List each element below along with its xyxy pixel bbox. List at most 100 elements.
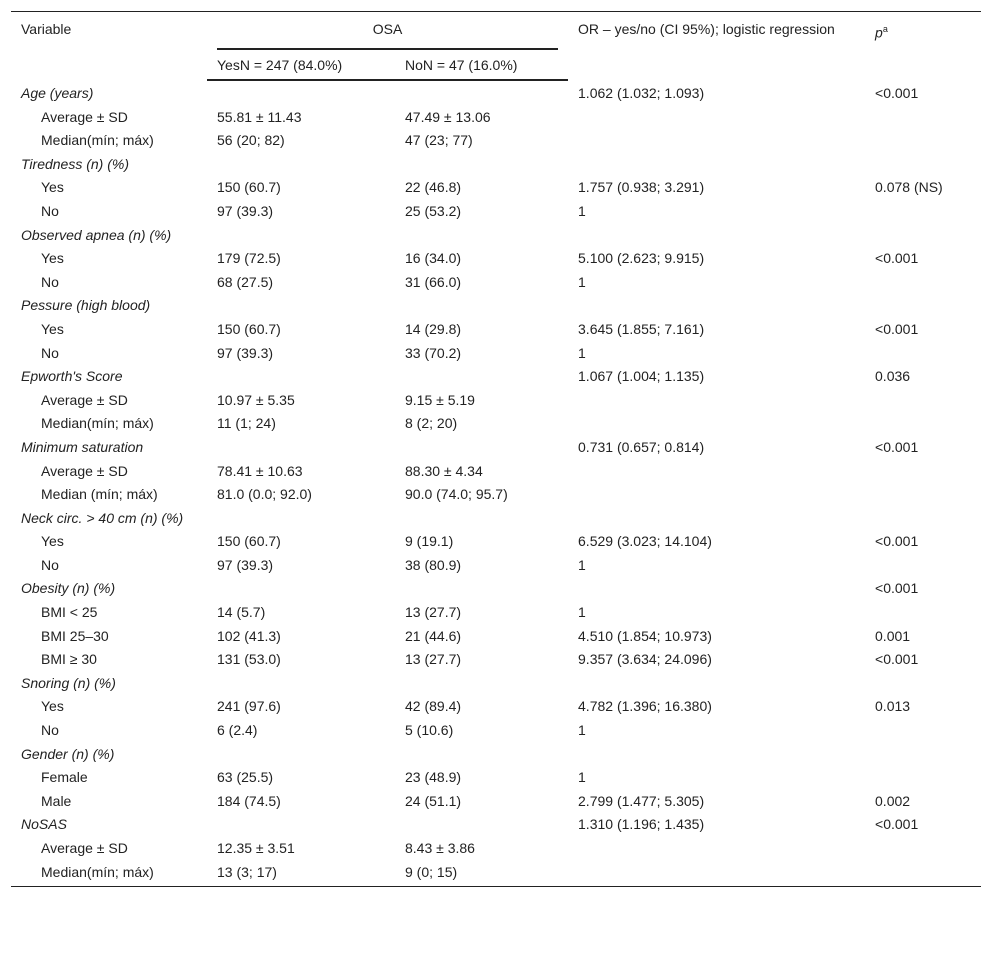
table-group-row: Snoring (n) (%) [11, 672, 981, 696]
osa-no-cell: 47.49 ± 13.06 [405, 108, 491, 125]
p-cell [865, 129, 981, 153]
or-cell [568, 672, 865, 696]
header-or: OR – yes/no (CI 95%); logistic regressio… [568, 11, 866, 80]
or-cell [568, 743, 865, 767]
osa-no-cell: 13 (27.7) [405, 651, 462, 668]
variable-cell: Snoring (n) (%) [21, 674, 116, 691]
osa-yes-cell: 56 (20; 82) [217, 132, 285, 149]
p-cell: 0.078 (NS) [875, 179, 943, 196]
or-cell [568, 577, 865, 601]
table-row: Median(mín; máx) 11 (1; 24) 8 (2; 20) [11, 412, 981, 436]
table-row: Median (mín; máx) 81.0 (0.0; 92.0) 90.0 (7… [11, 483, 981, 507]
variable-cell: No [41, 722, 59, 739]
variable-cell: Tiredness (n) (%) [21, 155, 130, 172]
variable-cell: Average ± SD [41, 108, 128, 125]
p-cell [865, 507, 981, 531]
p-cell: <0.001 [875, 250, 919, 267]
osa-no-cell [395, 153, 568, 177]
p-cell [865, 719, 981, 743]
or-cell [568, 294, 865, 318]
osa-yes-cell: 55.81 ± 11.43 [217, 108, 302, 125]
variable-cell: Age (years) [21, 85, 94, 101]
variable-cell: BMI < 25 [41, 604, 98, 621]
or-cell [568, 837, 865, 861]
p-cell: <0.001 [875, 438, 919, 455]
p-cell: <0.001 [875, 651, 919, 668]
or-cell: 9.357 (3.634; 24.096) [578, 651, 712, 668]
or-cell: 1 [578, 556, 586, 573]
table-row: BMI < 25 14 (5.7) 13 (27.7) 1 [11, 601, 981, 625]
table-row: No 97 (39.3) 38 (80.9) 1 [11, 554, 981, 578]
variable-cell: Median (mín; máx) [41, 486, 158, 503]
table-row: Yes 150 (60.7) 9 (19.1) 6.529 (3.023; 14.10… [11, 530, 981, 554]
osa-no-cell: 8 (2; 20) [405, 415, 458, 432]
variable-cell: Minimum saturation [21, 438, 144, 455]
variable-cell: Yes [41, 533, 64, 550]
table-row: Male 184 (74.5) 24 (51.1) 2.799 (1.477; 5.3… [11, 790, 981, 814]
or-cell: 1.067 (1.004; 1.135) [578, 368, 705, 385]
p-cell [865, 342, 981, 366]
variable-cell: Median(mín; máx) [41, 415, 154, 432]
osa-yes-cell [207, 672, 395, 696]
or-cell: 4.782 (1.396; 16.380) [578, 698, 712, 715]
table-row: Yes 150 (60.7) 22 (46.8) 1.757 (0.938; 3.29… [11, 176, 981, 200]
osa-no-cell: 24 (51.1) [405, 792, 462, 809]
osa-no-cell [395, 672, 568, 696]
variable-cell: Average ± SD [41, 391, 128, 408]
table-row: Yes 241 (97.6) 42 (89.4) 4.782 (1.396; 16.3… [11, 695, 981, 719]
osa-no-cell [395, 365, 568, 389]
table-group-row: NoSAS 1.310 (1.196; 1.435) <0.001 [11, 813, 981, 837]
variable-cell: Obesity (n) (%) [21, 580, 116, 597]
osa-yes-cell: 150 (60.7) [217, 179, 281, 196]
or-cell [568, 412, 865, 436]
header-p: pa [865, 11, 982, 80]
variable-cell: Average ± SD [41, 462, 128, 479]
osa-yes-cell: 14 (5.7) [217, 604, 266, 621]
osa-yes-cell: 68 (27.5) [217, 273, 274, 290]
table-row: BMI 25–30 102 (41.3) 21 (44.6) 4.510 (1.854… [11, 625, 981, 649]
osa-yes-cell [207, 507, 395, 531]
variable-cell: Average ± SD [41, 840, 128, 856]
table-row: Yes 179 (72.5) 16 (34.0) 5.100 (2.623; 9.91… [11, 247, 981, 271]
osa-yes-cell: 179 (72.5) [217, 250, 281, 267]
table-group-row: Epworth's Score 1.067 (1.004; 1.135) 0.036 [11, 365, 981, 389]
osa-yes-cell: 97 (39.3) [217, 202, 274, 219]
p-cell [865, 271, 981, 295]
or-cell: 2.799 (1.477; 5.305) [578, 792, 705, 809]
table-group-row: Obesity (n) (%) <0.001 [11, 577, 981, 601]
or-cell [568, 389, 865, 413]
osa-no-cell: 14 (29.8) [405, 320, 462, 337]
osa-no-cell: 23 (48.9) [405, 769, 462, 786]
variable-cell: Neck circ. > 40 cm (n) (%) [21, 509, 184, 526]
p-cell: <0.001 [875, 320, 919, 337]
variable-cell: NoSAS [21, 816, 67, 833]
or-cell: 1 [578, 769, 586, 786]
osa-yes-cell: 97 (39.3) [217, 344, 274, 361]
header-variable: Variable [11, 11, 207, 80]
osa-yes-cell: 11 (1; 24) [217, 415, 276, 432]
osa-no-cell: 42 (89.4) [405, 698, 462, 715]
variable-cell: Yes [41, 179, 64, 196]
osa-yes-cell [207, 813, 395, 837]
p-cell: 0.002 [875, 792, 911, 809]
table-row: No 97 (39.3) 25 (53.2) 1 [11, 200, 981, 224]
table-row: Average ± SD 78.41 ± 10.63 88.30 ± 4.34 [11, 460, 981, 484]
osa-no-cell [395, 813, 568, 837]
or-cell [568, 460, 865, 484]
p-cell [865, 153, 981, 177]
variable-cell: Median(mín; máx) [11, 860, 207, 888]
variable-cell: Observed apnea (n) (%) [21, 226, 172, 243]
osa-yes-cell [207, 365, 395, 389]
table-body: Age (years) 1.062 (1.032; 1.093) <0.001 Ave… [11, 80, 982, 888]
table-group-row: Minimum saturation 0.731 (0.657; 0.814) <0… [11, 436, 981, 460]
osa-yes-cell: 150 (60.7) [217, 533, 281, 550]
osa-no-cell [395, 743, 568, 767]
or-cell [568, 106, 865, 130]
or-cell: 1 [578, 202, 586, 219]
osa-no-cell: 9.15 ± 5.19 [405, 391, 475, 408]
osa-yes-cell [207, 577, 395, 601]
p-cell [865, 106, 981, 130]
table-row: Average ± SD 55.81 ± 11.43 47.49 ± 13.06 [11, 106, 981, 130]
table-group-row: Pessure (high blood) [11, 294, 981, 318]
osa-yes-cell: 81.0 (0.0; 92.0) [217, 486, 312, 503]
